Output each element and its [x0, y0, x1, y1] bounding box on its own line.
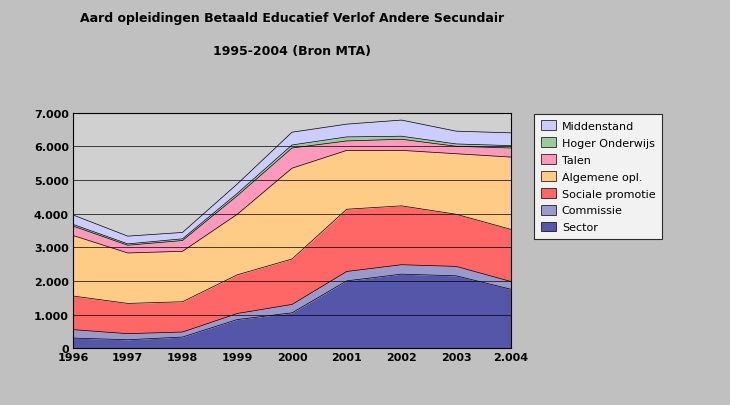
Text: Aard opleidingen Betaald Educatief Verlof Andere Secundair: Aard opleidingen Betaald Educatief Verlo… [80, 12, 504, 25]
Legend: Middenstand, Hoger Onderwijs, Talen, Algemene opl., Sociale promotie, Commissie,: Middenstand, Hoger Onderwijs, Talen, Alg… [534, 114, 662, 239]
Text: 1995-2004 (Bron MTA): 1995-2004 (Bron MTA) [213, 45, 371, 58]
